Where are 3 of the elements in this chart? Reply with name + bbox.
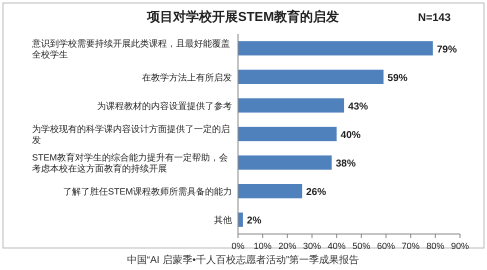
annotation: 中国“AI 启蒙季•千人百校志愿者活动”第一季成果报告 [126,255,360,266]
annotation: N=143 [418,12,451,24]
title: 项目对学校开展STEM教育的启发 [146,9,340,24]
